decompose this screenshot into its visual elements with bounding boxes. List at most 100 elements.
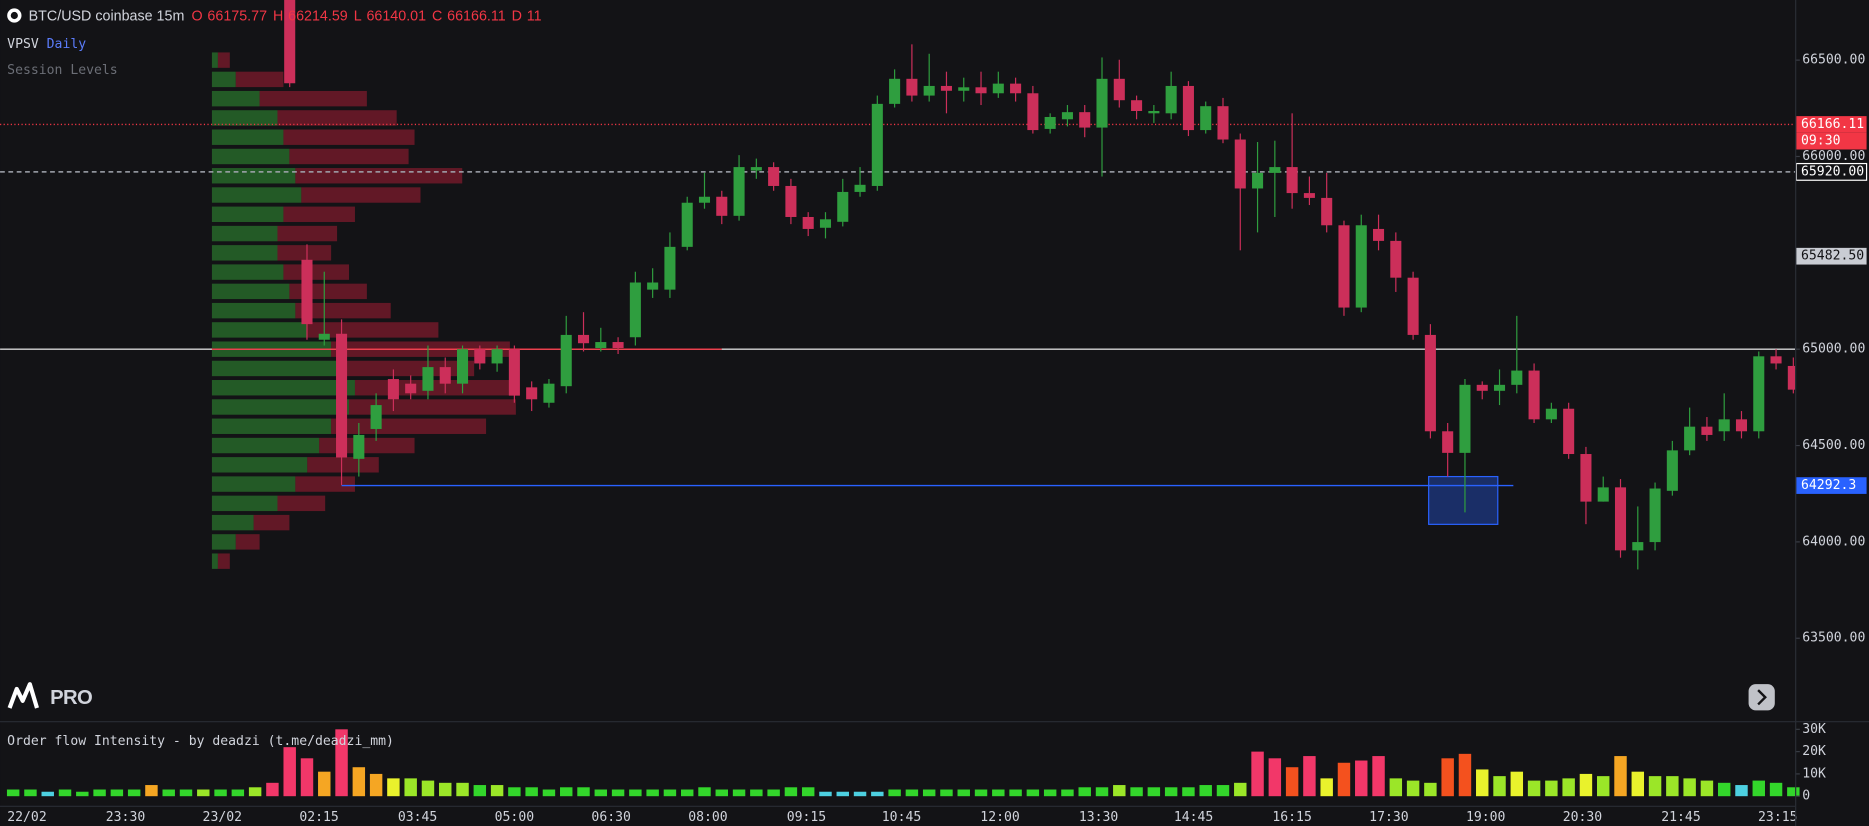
flow-bar	[1130, 787, 1143, 797]
profile-sell	[295, 476, 355, 492]
x-tick-label: 03:45	[398, 810, 437, 825]
countdown: 09:30	[1801, 134, 1841, 149]
price-label-bg	[1796, 477, 1867, 494]
flow-bar	[1700, 780, 1714, 797]
x-tick-label: 23:15	[1758, 810, 1797, 825]
candle-body	[1010, 83, 1022, 94]
candle-body	[785, 185, 797, 217]
candle-body	[923, 85, 935, 96]
y2-tick-label: 0	[1802, 789, 1810, 804]
flow-bar	[1285, 767, 1299, 797]
profile-sell	[289, 148, 409, 165]
flow-bar	[646, 789, 659, 797]
flow-bar	[1372, 756, 1385, 797]
flow-bar	[1078, 787, 1091, 797]
candle-body	[405, 383, 417, 394]
profile-buy	[211, 110, 278, 126]
flow-bar	[1043, 789, 1057, 797]
flow-bar	[352, 767, 366, 797]
flow-bar	[1683, 778, 1696, 797]
flow-bar	[231, 789, 245, 797]
candle-body	[768, 167, 780, 186]
flow-bar	[577, 787, 590, 797]
flow-bar	[58, 789, 72, 797]
logo-text: PRO	[50, 687, 92, 709]
flow-bar	[525, 787, 538, 797]
profile-buy	[211, 360, 344, 377]
candle-body	[1182, 85, 1194, 131]
flow-bar	[1666, 776, 1679, 797]
flow-bar	[24, 789, 37, 797]
flow-bar	[1493, 776, 1506, 797]
price-pane	[0, 0, 1796, 570]
profile-buy	[211, 302, 296, 319]
flow-bar	[1182, 787, 1195, 797]
profile-sell	[235, 71, 284, 88]
ohlc-value: 11	[527, 8, 542, 24]
profile-sell	[343, 360, 475, 377]
y-tick-label: 66500.00	[1802, 53, 1865, 68]
indicator-name: VPSV	[7, 37, 39, 52]
flow-bar	[300, 758, 314, 797]
candle-body	[1528, 370, 1540, 420]
x-tick-label: 22/02	[7, 810, 46, 825]
scroll-button-bg[interactable]	[1748, 684, 1775, 711]
profile-buy	[211, 187, 302, 203]
candle-body	[1131, 100, 1143, 111]
scroll-button-arrow[interactable]	[1757, 689, 1767, 706]
candle-body	[854, 184, 866, 192]
profile-sell	[277, 110, 397, 126]
candle-body	[1200, 106, 1212, 131]
scroll-button[interactable]	[1748, 684, 1775, 711]
flow-bar	[560, 787, 573, 797]
flow-bar	[974, 789, 988, 797]
flow-bar	[1164, 787, 1178, 797]
candle-body	[1269, 167, 1281, 173]
candle-body	[612, 342, 624, 349]
candle-body	[1165, 85, 1177, 114]
candle-body	[889, 78, 901, 104]
candle-body	[1424, 334, 1436, 432]
candle-body	[526, 387, 538, 400]
flow-bar	[41, 791, 54, 797]
ohlc-value: 66175.77	[207, 8, 267, 24]
flow-bar	[473, 785, 487, 797]
candle-body	[284, 0, 296, 84]
candle-body	[1407, 277, 1419, 335]
candle-body	[647, 282, 659, 290]
profile-buy	[211, 129, 284, 145]
logo-icon	[7, 682, 39, 709]
indicator-setting: Daily	[47, 37, 87, 52]
profile-buy	[211, 148, 290, 165]
flow-bar	[248, 787, 262, 797]
flow-bar	[1095, 787, 1109, 797]
candle-body	[595, 342, 607, 349]
flow-bar	[369, 773, 383, 797]
profile-sell	[253, 514, 290, 531]
ohlc-key: H	[273, 8, 283, 24]
price-label: 66166.11	[1801, 117, 1864, 132]
profile-sell	[331, 418, 487, 434]
candle-body	[1476, 384, 1488, 391]
candle-body	[681, 202, 693, 247]
candle-body	[819, 219, 832, 228]
symbol-icon-inner	[10, 11, 18, 20]
flow-bar	[387, 778, 400, 797]
candle-body	[1061, 112, 1073, 120]
flow-bar	[1389, 778, 1403, 797]
flow-bar	[663, 789, 677, 797]
candle-body	[336, 333, 348, 458]
flow-bar	[404, 778, 417, 797]
profile-buy	[211, 206, 284, 222]
profile-buy	[211, 553, 218, 569]
candle-body	[1303, 193, 1315, 198]
candle-body	[1735, 419, 1748, 432]
price-label: 65920.00	[1801, 164, 1864, 179]
y-tick-label: 64500.00	[1802, 438, 1865, 453]
candle-body	[1390, 240, 1402, 278]
flow-bar	[197, 789, 210, 797]
candle-body	[1286, 167, 1298, 194]
profile-buy	[211, 225, 278, 242]
price-label-bg	[1796, 247, 1867, 265]
flow-bar	[1061, 789, 1074, 797]
